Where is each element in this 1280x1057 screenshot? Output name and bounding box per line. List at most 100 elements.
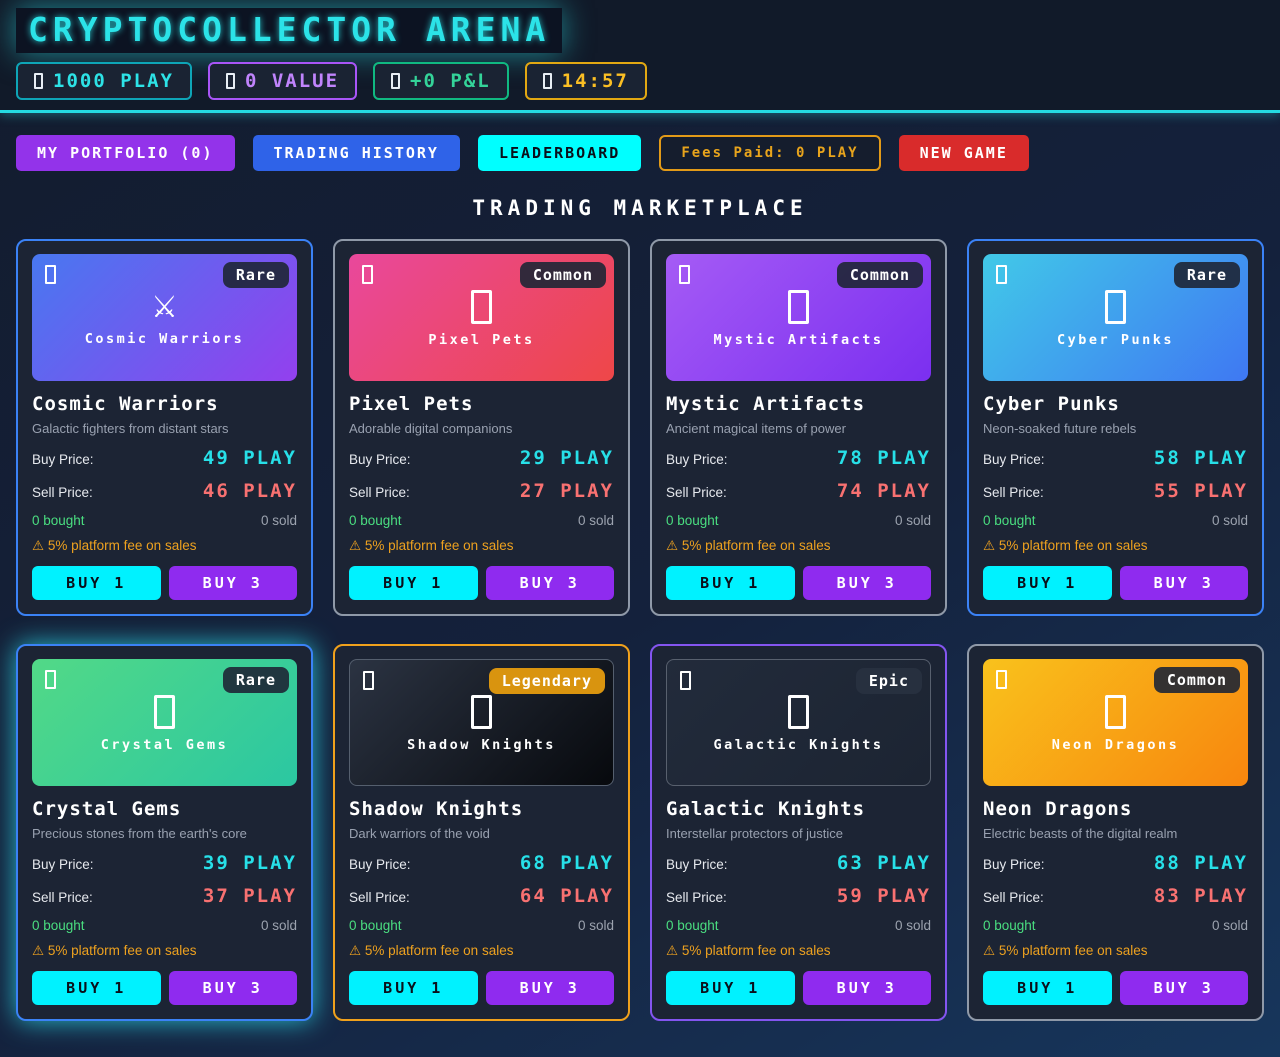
timer-icon — [542, 73, 552, 89]
bought-count: 0 bought — [349, 513, 402, 528]
buy-3-button[interactable]: BUY 3 — [168, 566, 297, 600]
collectible-card: Rare Crystal Gems Crystal Gems Precious … — [16, 644, 313, 1021]
buy-1-button[interactable]: BUY 1 — [32, 971, 161, 1005]
card-title: Cyber Punks — [983, 393, 1120, 415]
buy-3-button[interactable]: BUY 3 — [1119, 971, 1248, 1005]
sell-price-row: Sell Price: 59 PLAY — [666, 885, 931, 907]
card-title: Mystic Artifacts — [666, 393, 866, 415]
sold-count: 0 sold — [577, 918, 614, 933]
fee-warning-text: 5% platform fee on sales — [681, 538, 831, 553]
sell-price-row: Sell Price: 74 PLAY — [666, 480, 931, 502]
card-description: Ancient magical items of power — [666, 421, 846, 436]
pnl-value: +0 P&L — [410, 70, 491, 92]
card-description: Galactic fighters from distant stars — [32, 421, 229, 436]
bought-count: 0 bought — [32, 513, 85, 528]
my-portfolio-button[interactable]: MY PORTFOLIO (0) — [16, 135, 235, 171]
sell-price-label: Sell Price: — [983, 890, 1044, 905]
sell-price-label: Sell Price: — [32, 485, 93, 500]
play-balance-pill: 1000 PLAY — [16, 62, 192, 100]
buy-price-label: Buy Price: — [666, 452, 728, 467]
buy-1-button[interactable]: BUY 1 — [32, 566, 161, 600]
card-art: Common Pixel Pets — [349, 254, 614, 381]
buy-price-value: 49 PLAY — [202, 447, 297, 469]
buy-price-value: 63 PLAY — [836, 852, 931, 874]
buy-buttons-row: BUY 1 BUY 3 — [349, 566, 614, 600]
card-art-icon: ⚔ — [151, 289, 178, 325]
sell-price-value: 37 PLAY — [202, 885, 297, 907]
cards-grid: Rare ⚔ Cosmic Warriors Cosmic Warriors G… — [16, 239, 1264, 1021]
collectible-card: Epic Galactic Knights Galactic Knights I… — [650, 644, 947, 1021]
fee-warning-text: 5% platform fee on sales — [681, 943, 831, 958]
buy-1-button[interactable]: BUY 1 — [666, 971, 795, 1005]
buy-price-row: Buy Price: 58 PLAY — [983, 447, 1248, 469]
buy-1-button[interactable]: BUY 1 — [983, 566, 1112, 600]
buy-3-button[interactable]: BUY 3 — [802, 566, 931, 600]
collectible-card: Common Pixel Pets Pixel Pets Adorable di… — [333, 239, 630, 616]
card-art-name: Neon Dragons — [1051, 737, 1180, 753]
buy-3-button[interactable]: BUY 3 — [485, 566, 614, 600]
card-art-name: Cosmic Warriors — [84, 331, 245, 347]
card-art-name: Cyber Punks — [1057, 332, 1174, 348]
collectible-card: Rare Cyber Punks Cyber Punks Neon-soaked… — [967, 239, 1264, 616]
buy-price-row: Buy Price: 88 PLAY — [983, 852, 1248, 874]
sell-price-row: Sell Price: 27 PLAY — [349, 480, 614, 502]
sold-count: 0 sold — [577, 513, 614, 528]
app-title: CRYPTOCOLLECTOR ARENA — [16, 8, 563, 53]
buy-3-button[interactable]: BUY 3 — [802, 971, 931, 1005]
buy-buttons-row: BUY 1 BUY 3 — [32, 971, 297, 1005]
warning-icon: ⚠ — [32, 538, 45, 553]
bought-count: 0 bought — [666, 513, 719, 528]
trade-counts-row: 0 bought 0 sold — [983, 513, 1248, 528]
buy-price-label: Buy Price: — [32, 452, 94, 467]
sell-price-value: 74 PLAY — [836, 480, 931, 502]
warning-icon: ⚠ — [349, 943, 362, 958]
sell-price-row: Sell Price: 83 PLAY — [983, 885, 1248, 907]
buy-buttons-row: BUY 1 BUY 3 — [349, 971, 614, 1005]
card-description: Neon-soaked future rebels — [983, 421, 1137, 436]
timer-pill: 14:57 — [524, 62, 647, 100]
play-balance-value: 1000 PLAY — [53, 70, 174, 92]
card-art-name: Mystic Artifacts — [713, 332, 884, 348]
sell-price-value: 46 PLAY — [202, 480, 297, 502]
card-art-icon — [471, 695, 492, 729]
timer-value: 14:57 — [561, 70, 629, 92]
trade-counts-row: 0 bought 0 sold — [666, 918, 931, 933]
buy-1-button[interactable]: BUY 1 — [983, 971, 1112, 1005]
leaderboard-button[interactable]: LEADERBOARD — [477, 135, 642, 171]
buy-3-button[interactable]: BUY 3 — [168, 971, 297, 1005]
fee-warning: ⚠ 5% platform fee on sales — [983, 943, 1248, 959]
sold-count: 0 sold — [260, 513, 297, 528]
warning-icon: ⚠ — [666, 943, 679, 958]
sell-price-value: 83 PLAY — [1153, 885, 1248, 907]
card-art: Epic Galactic Knights — [666, 659, 931, 786]
sell-price-value: 59 PLAY — [836, 885, 931, 907]
new-game-button[interactable]: NEW GAME — [898, 135, 1029, 171]
fee-warning-text: 5% platform fee on sales — [47, 538, 197, 553]
card-title: Neon Dragons — [983, 798, 1133, 820]
rarity-badge: Common — [519, 262, 606, 288]
buy-1-button[interactable]: BUY 1 — [349, 566, 478, 600]
pnl-pill: +0 P&L — [373, 62, 509, 100]
collectible-card: Common Neon Dragons Neon Dragons Electri… — [967, 644, 1264, 1021]
buy-3-button[interactable]: BUY 3 — [1119, 566, 1248, 600]
sell-price-value: 64 PLAY — [519, 885, 614, 907]
buy-1-button[interactable]: BUY 1 — [349, 971, 478, 1005]
collectible-card: Common Mystic Artifacts Mystic Artifacts… — [650, 239, 947, 616]
sold-count: 0 sold — [894, 918, 931, 933]
card-title: Pixel Pets — [349, 393, 474, 415]
card-art-icon — [1105, 290, 1126, 324]
buy-3-button[interactable]: BUY 3 — [485, 971, 614, 1005]
trading-history-button[interactable]: TRADING HISTORY — [252, 135, 460, 171]
rarity-badge: Common — [1153, 667, 1240, 693]
fee-warning-text: 5% platform fee on sales — [364, 538, 514, 553]
buy-price-label: Buy Price: — [983, 857, 1045, 872]
card-description: Precious stones from the earth's core — [32, 826, 247, 841]
rarity-badge: Rare — [222, 262, 289, 288]
buy-price-value: 39 PLAY — [202, 852, 297, 874]
buy-1-button[interactable]: BUY 1 — [666, 566, 795, 600]
fee-warning: ⚠ 5% platform fee on sales — [983, 538, 1248, 554]
card-art-icon — [1105, 695, 1126, 729]
buy-price-label: Buy Price: — [349, 857, 411, 872]
card-emoji-placeholder-icon — [362, 265, 373, 284]
buy-buttons-row: BUY 1 BUY 3 — [983, 971, 1248, 1005]
